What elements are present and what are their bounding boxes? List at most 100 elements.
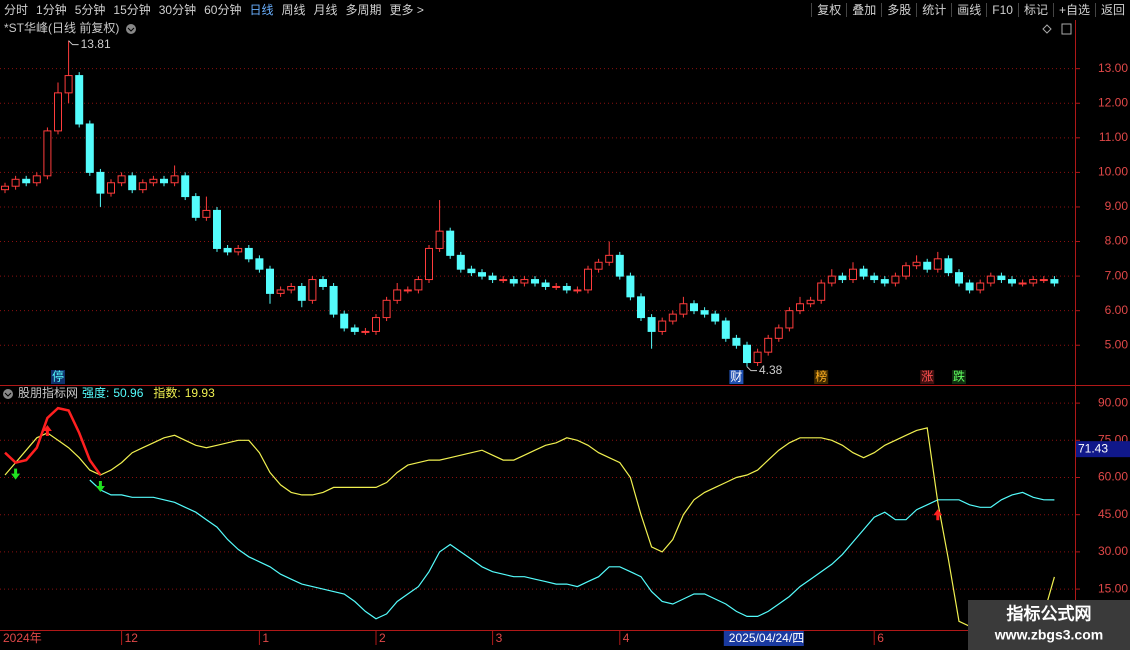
title-dropdown[interactable]: [126, 24, 136, 34]
y-tick-label: 15.00: [1098, 581, 1128, 595]
candle-body: [43, 130, 52, 177]
candle-body: [117, 175, 126, 184]
tool-button[interactable]: 返回: [1094, 3, 1130, 17]
candle-body: [297, 285, 306, 301]
legend-value: 19.93: [185, 386, 215, 400]
candle-body: [817, 282, 826, 301]
indicator-line: [4, 427, 1055, 627]
candle-body: [764, 337, 773, 353]
candle-body: [658, 320, 667, 332]
candle-body: [255, 258, 264, 270]
x-tick-label: 1: [262, 631, 269, 645]
y-tick-label: 6.00: [1105, 303, 1129, 317]
tool-button[interactable]: 标记: [1017, 3, 1053, 17]
indicator-dropdown[interactable]: [3, 389, 13, 399]
period-tab[interactable]: 多周期: [345, 3, 382, 17]
candle-body: [160, 178, 168, 184]
candle-body: [308, 279, 317, 301]
y-tick-label: 8.00: [1105, 234, 1129, 248]
candle-body: [1008, 279, 1016, 284]
candle-body: [361, 330, 370, 333]
annotation-pointer: [68, 40, 79, 46]
tool-button[interactable]: 画线: [951, 3, 987, 17]
y-tick-label: 12.00: [1098, 95, 1128, 109]
tool-button[interactable]: +自选: [1052, 3, 1095, 17]
indicator-title: 股朋指标网: [18, 385, 78, 400]
signal-arrow: [11, 468, 21, 480]
watermark: 指标公式网 www.zbgs3.com: [968, 600, 1130, 650]
candle-body: [11, 178, 20, 187]
cursor-date-box: [723, 631, 804, 646]
period-tab[interactable]: 分时: [4, 3, 29, 17]
period-tab[interactable]: 周线: [281, 3, 306, 17]
tool-button[interactable]: 复权: [811, 3, 847, 17]
candle-body: [626, 275, 635, 298]
candle-body: [128, 175, 137, 191]
candle-body: [244, 247, 253, 260]
x-tick-label: 6: [877, 631, 884, 645]
candle-body: [700, 310, 709, 315]
candle-body: [880, 279, 889, 284]
candle-body: [499, 279, 508, 282]
candle-body: [573, 289, 582, 292]
candle-body: [350, 327, 359, 332]
candle-body: [96, 171, 105, 194]
candle-body: [32, 175, 41, 184]
y-tick-label: 90.00: [1098, 395, 1128, 409]
candle-body: [75, 75, 84, 125]
period-tab[interactable]: 15分钟: [113, 3, 151, 17]
x-tick-label: 3: [496, 631, 503, 645]
period-tab[interactable]: 更多 >: [389, 3, 424, 17]
tool-button[interactable]: 叠加: [846, 3, 882, 17]
event-marker: [51, 370, 65, 384]
diamond-icon[interactable]: [1042, 24, 1052, 34]
candle-body: [891, 275, 900, 284]
candle-body: [933, 258, 942, 270]
period-tab[interactable]: 30分钟: [158, 3, 197, 17]
candle-body: [138, 182, 147, 191]
legend-name: 指数:: [153, 385, 180, 400]
candle-body: [181, 175, 190, 198]
candle-body: [637, 296, 645, 319]
event-marker-label: 涨: [921, 369, 933, 384]
candle-body: [425, 247, 433, 281]
candle-body: [1, 185, 9, 191]
period-tab[interactable]: 5分钟: [74, 3, 106, 17]
candle-body: [647, 317, 656, 332]
candle-body: [584, 268, 592, 291]
x-tick-label: 12: [125, 631, 139, 645]
period-tab[interactable]: 月线: [313, 3, 338, 17]
event-marker-label: 停: [52, 369, 64, 384]
candle-body: [668, 313, 677, 322]
candle-body: [372, 317, 380, 332]
candle-body: [54, 92, 62, 132]
candle-body: [446, 230, 455, 256]
candle-body: [266, 268, 274, 294]
candle-body: [753, 351, 762, 364]
candle-body: [711, 313, 720, 322]
x-tick-label: 2024年: [3, 631, 42, 645]
period-tab[interactable]: 日线: [249, 3, 274, 17]
candle-body: [403, 289, 412, 292]
event-marker: [920, 370, 935, 384]
candle-body: [170, 175, 179, 184]
candle-body: [1050, 279, 1059, 284]
candle-body: [944, 258, 953, 274]
candle-body: [562, 285, 571, 291]
candle-body: [912, 261, 921, 267]
tool-button[interactable]: 统计: [916, 3, 952, 17]
tool-button[interactable]: 多股: [881, 3, 917, 17]
annotation-pointer: [746, 366, 757, 372]
x-tick-label: 4: [623, 631, 630, 645]
candle-body: [509, 279, 518, 284]
candle-body: [435, 230, 444, 249]
panel-icon[interactable]: [1061, 23, 1072, 35]
candle-body: [456, 254, 465, 270]
annotation-label: 13.81: [81, 37, 111, 51]
period-tab[interactable]: 1分钟: [36, 3, 67, 17]
candle-body: [319, 279, 327, 287]
candle-body: [870, 275, 879, 281]
candle-body: [997, 275, 1006, 281]
tool-button[interactable]: F10: [986, 3, 1018, 17]
period-tab[interactable]: 60分钟: [204, 3, 242, 17]
